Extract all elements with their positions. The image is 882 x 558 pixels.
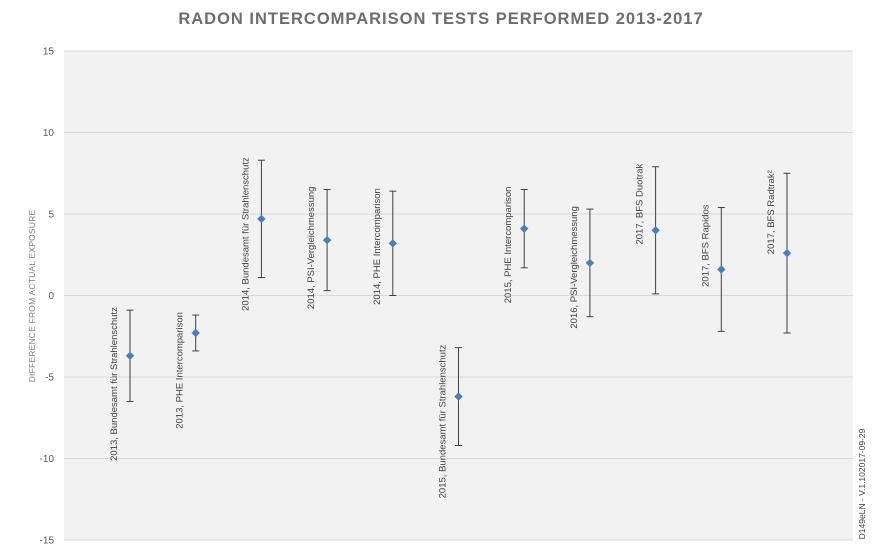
data-point-marker — [717, 265, 726, 274]
y-tick-label: 0 — [48, 291, 54, 302]
y-tick-label: 5 — [48, 210, 54, 221]
y-axis-label: DIFFERENCE FROM ACTUAL EXPOSURE — [27, 210, 37, 383]
data-point-group — [125, 309, 135, 402]
y-axis-ticks: 15 10 5 0 -5 -10 -15 — [40, 47, 55, 547]
data-point-group — [520, 189, 529, 269]
point-label: 2014, PHE Intercomparison — [372, 188, 383, 305]
point-label: 2017, BFS Radtrak² — [766, 170, 777, 254]
point-label: 2013, PHE Intercomparison — [175, 312, 186, 429]
point-label: 2015, PHE Intercomparison — [503, 187, 514, 304]
data-point-group — [388, 190, 397, 296]
point-label: 2013, Bundesamt für Strahlenschutz — [109, 307, 120, 461]
data-point-marker — [454, 392, 463, 401]
data-point-marker — [651, 226, 660, 235]
data-point-marker — [191, 328, 200, 338]
y-tick-label: 10 — [43, 128, 55, 139]
y-tick-label: -15 — [40, 536, 55, 547]
data-point-marker — [388, 239, 397, 248]
data-point-group — [717, 206, 726, 332]
data-series — [125, 159, 792, 446]
data-point-group — [585, 208, 595, 318]
point-label: 2016, PSI-Vergleichmessung — [569, 206, 580, 329]
point-label: 2017, BFS Duotrak — [635, 163, 646, 244]
y-tick-label: -5 — [45, 373, 54, 384]
point-label: 2014, PSI-Vergleichmessung — [306, 187, 317, 310]
document-code-note: D149eLN - V.1.102017-09-29 — [857, 428, 867, 539]
data-point-marker — [125, 351, 135, 361]
data-point-marker — [520, 224, 529, 233]
point-label: 2015, Bundesamt für Strahlenschutz — [438, 344, 449, 498]
data-point-group — [191, 314, 200, 352]
y-tick-label: 15 — [43, 47, 55, 58]
chart-title: RADON INTERCOMPARISON TESTS PERFORMED 20… — [178, 10, 704, 28]
point-label: 2017, BFS Rapidos — [700, 204, 711, 287]
data-point-group — [651, 166, 660, 295]
data-point-marker — [585, 258, 595, 268]
data-point-group — [454, 347, 463, 446]
point-labels: 2013, Bundesamt für Strahlenschutz 2013, … — [109, 157, 777, 498]
y-tick-label: -10 — [40, 454, 55, 465]
point-label: 2014, Bundesamt für Strahlenschutz — [240, 157, 251, 311]
data-point-marker — [782, 248, 792, 258]
data-point-group — [782, 172, 792, 334]
data-point-group — [322, 189, 332, 292]
data-point-group — [257, 159, 266, 279]
data-point-marker — [257, 214, 266, 224]
data-point-marker — [322, 235, 332, 245]
